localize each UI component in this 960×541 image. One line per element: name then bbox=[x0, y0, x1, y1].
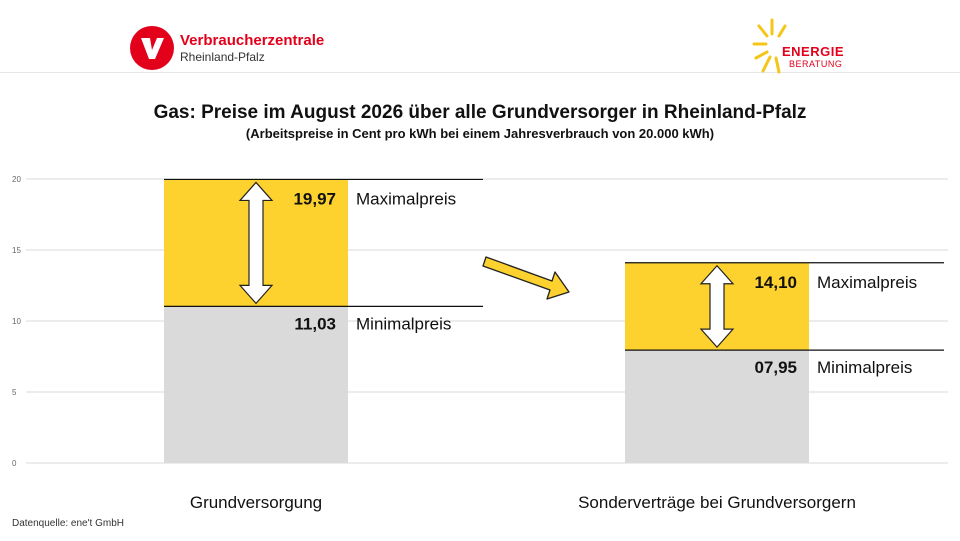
category-label: Grundversorgung bbox=[190, 493, 322, 512]
vz-logo-icon bbox=[130, 26, 174, 70]
data-label-min: 11,03 bbox=[294, 314, 336, 333]
eb-line2: BERATUNG bbox=[789, 59, 843, 69]
series-label-max: Maximalpreis bbox=[817, 273, 917, 292]
data-label-max: 14,10 bbox=[754, 273, 797, 292]
eb-line1: ENERGIE bbox=[782, 44, 845, 59]
chart-subtitle: (Arbeitspreise in Cent pro kWh bei einem… bbox=[245, 126, 715, 141]
series-label-max: Maximalpreis bbox=[356, 189, 456, 208]
energieberatung-logo: ENERGIE BERATUNG bbox=[748, 16, 858, 80]
bar-minimalpreis bbox=[625, 350, 809, 463]
data-label-min: 07,95 bbox=[754, 358, 797, 377]
data-source: Datenquelle: ene't GmbH bbox=[12, 518, 124, 529]
series-label-min: Minimalpreis bbox=[356, 314, 451, 333]
range-arrow bbox=[238, 181, 274, 305]
y-tick-label: 0 bbox=[12, 459, 17, 468]
y-tick-label: 15 bbox=[12, 246, 21, 255]
bar-minimalpreis bbox=[164, 306, 348, 463]
y-tick-label: 5 bbox=[12, 388, 17, 397]
category-label: Sonderverträge bei Grundversorgern bbox=[578, 493, 856, 512]
y-tick-label: 10 bbox=[12, 317, 21, 326]
transition-arrow bbox=[482, 256, 570, 300]
sun-icon bbox=[752, 18, 787, 74]
vz-name: Verbraucherzentrale bbox=[180, 32, 325, 49]
range-arrow bbox=[699, 264, 735, 349]
y-tick-label: 20 bbox=[12, 175, 21, 184]
vz-region: Rheinland-Pfalz bbox=[180, 50, 265, 64]
verbraucherzentrale-logo: Verbraucherzentrale Rheinland-Pfalz bbox=[130, 26, 330, 72]
chart-title: Gas: Preise im August 2026 über alle Gru… bbox=[153, 102, 807, 123]
data-label-max: 19,97 bbox=[293, 189, 336, 208]
series-label-min: Minimalpreis bbox=[817, 358, 912, 377]
